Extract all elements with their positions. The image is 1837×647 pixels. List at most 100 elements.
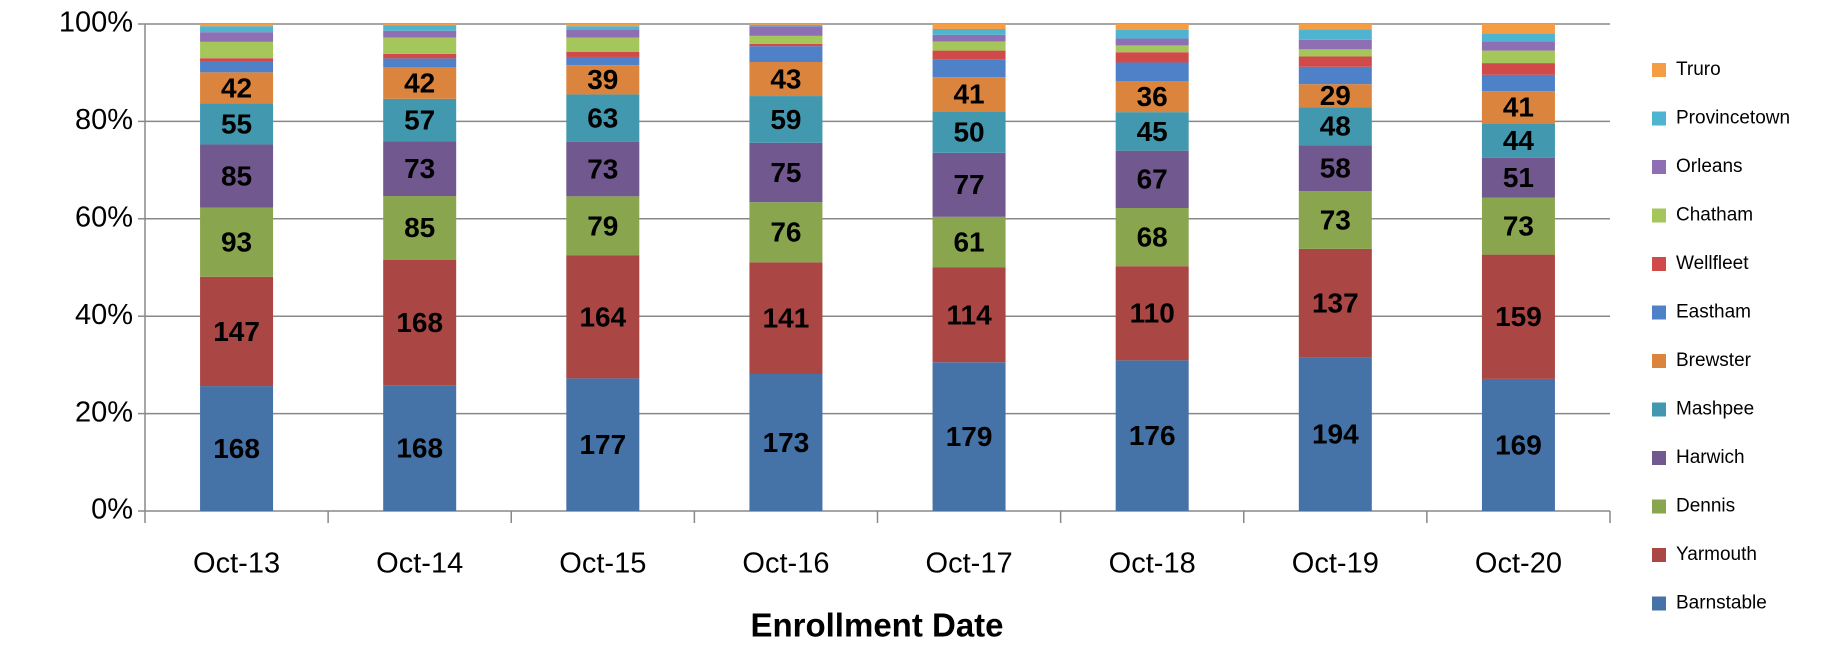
legend-label: Chatham xyxy=(1676,205,1753,226)
bar-segment xyxy=(566,378,640,511)
bar-segment xyxy=(383,141,457,197)
y-tick-label: 80% xyxy=(75,104,133,136)
x-tick-label: Oct-13 xyxy=(193,548,280,580)
data-label: 63 xyxy=(587,102,618,133)
bar-segment xyxy=(932,41,1006,51)
bar-segment xyxy=(383,30,457,38)
bar-segment xyxy=(1115,266,1189,361)
bar-segment xyxy=(932,216,1006,268)
bar-segment xyxy=(383,67,457,99)
bar-segment xyxy=(566,141,640,197)
x-tick-label: Oct-20 xyxy=(1475,548,1562,580)
bar-segment xyxy=(1115,62,1189,82)
legend-label: Orleans xyxy=(1676,156,1743,177)
data-label: 50 xyxy=(953,116,984,147)
bar-segment xyxy=(566,65,640,95)
legend-swatch xyxy=(1652,499,1666,514)
data-label: 41 xyxy=(953,79,984,110)
legend-label: Brewster xyxy=(1676,350,1752,371)
data-label: 176 xyxy=(1129,420,1176,451)
bar-segment xyxy=(566,29,640,38)
bar-segment xyxy=(1481,91,1555,124)
data-label: 42 xyxy=(404,67,435,98)
bar-segment xyxy=(200,386,274,511)
bar-segment xyxy=(1298,56,1372,67)
data-label: 147 xyxy=(213,316,260,347)
bar-segment xyxy=(1481,41,1555,51)
legend-swatch xyxy=(1652,63,1666,77)
bar-segment xyxy=(749,262,823,375)
x-axis-title: Enrollment Date xyxy=(750,607,1003,644)
bar-segment xyxy=(566,196,640,256)
bar-segment xyxy=(932,50,1006,60)
data-label: 76 xyxy=(770,217,801,248)
legend-swatch xyxy=(1652,111,1666,126)
bar-segment xyxy=(1481,157,1555,198)
bar-segment xyxy=(1481,74,1555,92)
legend-label: Provincetown xyxy=(1676,108,1790,129)
bar-segment xyxy=(383,53,457,59)
bar-segment xyxy=(932,59,1006,78)
legend-label: Wellfleet xyxy=(1676,253,1749,274)
bar-segment xyxy=(932,267,1006,363)
bar-segment xyxy=(1298,107,1372,146)
bar-segment xyxy=(749,35,823,44)
bar-segment xyxy=(566,24,640,27)
bar-segment xyxy=(749,24,823,25)
data-label: 179 xyxy=(946,421,993,452)
data-label: 44 xyxy=(1503,125,1535,156)
bar-segment xyxy=(749,374,823,511)
data-label: 55 xyxy=(221,108,252,139)
bar-segment xyxy=(383,37,457,54)
legend-label: Dennis xyxy=(1676,496,1735,517)
data-label: 110 xyxy=(1130,298,1175,329)
bar-segment xyxy=(1298,66,1372,85)
data-label: 79 xyxy=(587,210,618,241)
data-label: 61 xyxy=(953,227,984,258)
data-label: 168 xyxy=(213,433,260,464)
legend-label: Yarmouth xyxy=(1676,544,1757,565)
data-label: 77 xyxy=(953,169,984,200)
data-label: 42 xyxy=(221,72,252,103)
bar-segment xyxy=(383,259,457,386)
bar-segment xyxy=(200,26,274,33)
bar-segment xyxy=(200,72,274,104)
y-tick-label: 100% xyxy=(59,7,133,39)
bar-segment xyxy=(1115,52,1189,63)
legend-label: Harwich xyxy=(1676,447,1745,468)
bar-segment xyxy=(1481,50,1555,64)
data-label: 159 xyxy=(1495,301,1542,332)
legend-swatch xyxy=(1652,402,1666,417)
bar-segment xyxy=(1481,24,1555,34)
bar-segment xyxy=(1115,24,1189,30)
bar-segment xyxy=(383,196,457,260)
data-label: 114 xyxy=(946,299,992,330)
bar-segment xyxy=(566,94,640,142)
data-label: 168 xyxy=(396,307,443,338)
bar-segment xyxy=(1298,49,1372,57)
bar-segment xyxy=(1115,45,1189,53)
y-tick-label: 60% xyxy=(75,201,133,233)
bar-segment xyxy=(1298,248,1372,358)
data-label: 168 xyxy=(396,433,443,464)
bar-segment xyxy=(932,152,1006,217)
data-label: 39 xyxy=(587,64,618,95)
data-label: 29 xyxy=(1320,80,1351,111)
bar-segment xyxy=(200,276,274,387)
legend-swatch xyxy=(1652,208,1666,223)
bar-segment xyxy=(1115,29,1189,39)
bar-segment xyxy=(200,58,274,62)
x-tick-label: Oct-19 xyxy=(1292,548,1379,580)
bar-segment xyxy=(932,34,1006,42)
bar-segment xyxy=(383,24,457,26)
legend-swatch xyxy=(1652,354,1666,368)
data-label: 75 xyxy=(770,157,801,188)
data-label: 36 xyxy=(1137,81,1168,112)
data-label: 85 xyxy=(404,212,435,243)
y-tick-label: 40% xyxy=(75,299,133,331)
data-label: 85 xyxy=(221,160,252,191)
bar-segment xyxy=(1298,145,1372,192)
data-label: 169 xyxy=(1495,429,1542,460)
data-label: 194 xyxy=(1312,419,1359,450)
